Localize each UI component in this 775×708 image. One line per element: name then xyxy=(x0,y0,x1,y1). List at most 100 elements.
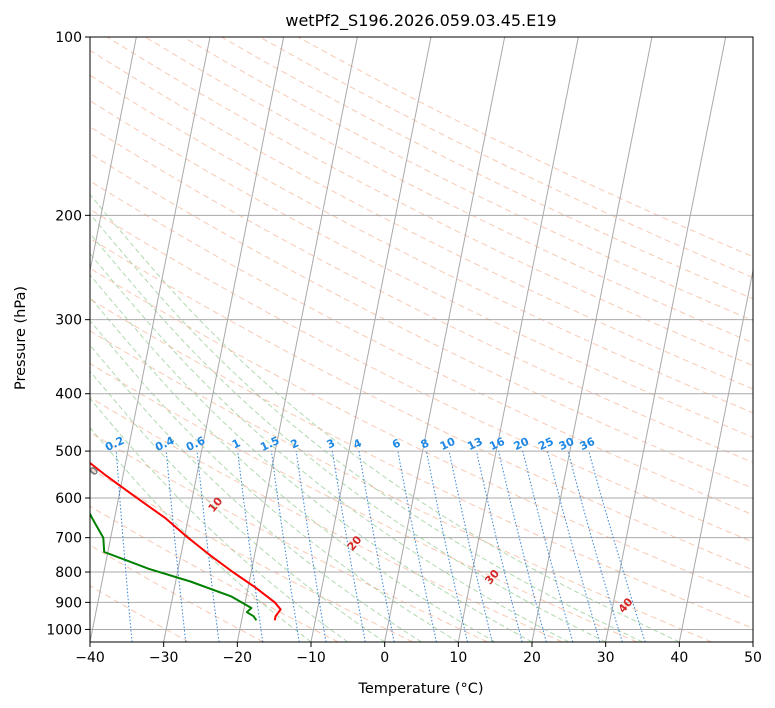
mixing-ratio-label: 6 xyxy=(390,436,403,451)
y-tick-label: 100 xyxy=(55,30,82,46)
temperature-profile-line xyxy=(90,461,282,621)
dry-adiabat-line xyxy=(90,180,753,516)
moist-adiabat-line xyxy=(90,252,570,642)
isobars xyxy=(90,37,753,630)
mixing-ratio-lines xyxy=(115,450,646,642)
isotherm-label: 10 xyxy=(206,494,226,514)
dry-adiabat-line xyxy=(90,298,753,629)
y-tick-label: 900 xyxy=(55,595,82,611)
mixing-ratio-line xyxy=(476,450,523,642)
mixing-ratio-label: 10 xyxy=(438,435,458,453)
x-tick-label: 30 xyxy=(597,650,615,666)
isotherm-line xyxy=(457,37,579,642)
dry-adiabats xyxy=(90,37,753,642)
mixing-ratio-label: 13 xyxy=(465,435,484,453)
x-tick-label: −20 xyxy=(223,650,253,666)
moist-adiabat-line xyxy=(90,232,606,642)
x-tick-label: −30 xyxy=(149,650,179,666)
isotherm-line xyxy=(310,37,432,642)
mixing-ratio-label: 4 xyxy=(351,436,364,451)
dry-adiabat-line xyxy=(90,152,753,489)
isotherm-line xyxy=(752,639,753,642)
y-tick-label: 200 xyxy=(55,208,82,224)
dry-adiabat-line xyxy=(90,396,563,642)
y-tick-label: 300 xyxy=(55,313,82,329)
mixing-ratio-label: 30 xyxy=(557,435,577,453)
mixing-ratio-label: 20 xyxy=(512,435,532,453)
isotherm-label: 0 xyxy=(87,464,102,478)
x-axis-ticks: −40 −30 −20 −10 0 10 20 30 40 50 xyxy=(75,642,762,666)
mixing-ratio-line xyxy=(425,451,468,642)
isotherm-line xyxy=(531,37,653,642)
mixing-ratio-line xyxy=(115,451,133,642)
x-tick-label: −40 xyxy=(75,650,105,666)
isotherm-line xyxy=(163,37,285,642)
isotherm-line xyxy=(90,37,137,274)
mixing-ratio-line xyxy=(567,450,623,642)
plot-area: -100-90-80-70-60-50-40-30-20-10010203040… xyxy=(0,37,753,642)
dry-adiabat-line xyxy=(90,49,753,390)
isotherm-label: 30 xyxy=(482,567,502,587)
x-tick-label: 10 xyxy=(449,650,467,666)
mixing-ratio-line xyxy=(498,450,547,642)
mixing-ratio-label: 16 xyxy=(487,435,507,453)
moist-adiabat-line xyxy=(90,397,349,642)
mixing-ratio-line xyxy=(448,450,493,642)
mixing-ratio-line xyxy=(165,451,187,642)
dewpoint-profile-line xyxy=(90,511,258,621)
dry-adiabat-line xyxy=(90,431,488,642)
dry-adiabat-line xyxy=(90,74,753,414)
x-axis-label: Temperature (°C) xyxy=(357,681,483,697)
moist-adiabat-line xyxy=(90,319,459,642)
dry-adiabat-line xyxy=(90,267,753,600)
moist-adiabat-line xyxy=(90,344,422,642)
x-tick-label: 50 xyxy=(744,650,762,666)
moist-adiabat-line xyxy=(90,213,643,642)
dry-adiabat-line xyxy=(90,505,339,642)
x-tick-label: −10 xyxy=(296,650,326,666)
plot-frame xyxy=(89,36,754,643)
y-tick-label: 800 xyxy=(55,565,82,581)
dry-adiabat-line xyxy=(144,37,753,344)
y-axis-label: Pressure (hPa) xyxy=(13,286,29,390)
isotherm-line xyxy=(0,37,63,642)
mixing-ratio-label: 25 xyxy=(536,435,555,453)
y-tick-label: 700 xyxy=(55,531,82,547)
dry-adiabat-line xyxy=(90,362,638,642)
moist-adiabat-line xyxy=(90,370,385,642)
isotherm-line xyxy=(90,37,211,642)
dry-adiabat-line xyxy=(90,585,190,642)
x-tick-label: 20 xyxy=(523,650,541,666)
mixing-ratio-line xyxy=(295,451,327,642)
moist-adiabat-line xyxy=(90,296,496,642)
profile-series xyxy=(90,461,282,621)
mixing-ratio-label: 3 xyxy=(325,436,337,451)
mixing-ratio-line xyxy=(588,450,646,642)
mixing-ratio-line xyxy=(397,451,437,642)
moist-adiabat-line xyxy=(90,193,680,642)
mixing-ratio-line xyxy=(547,450,601,642)
y-tick-label: 600 xyxy=(55,491,82,507)
y-tick-label: 1000 xyxy=(46,622,82,638)
isotherm-line xyxy=(236,37,358,642)
x-tick-label: 0 xyxy=(380,650,389,666)
isotherm-line xyxy=(384,37,506,642)
isotherm-line xyxy=(605,37,727,642)
isotherm-line xyxy=(678,268,753,642)
x-tick-label: 40 xyxy=(670,650,688,666)
y-tick-label: 500 xyxy=(55,444,82,460)
y-tick-label: 400 xyxy=(55,387,82,403)
chart-title: wetPf2_S196.2026.059.03.45.E19 xyxy=(285,11,556,31)
dry-adiabat-line xyxy=(90,330,712,642)
moist-adiabat-line xyxy=(90,426,312,642)
y-axis-ticks: 1000 900 800 700 600 500 400 300 200 100 xyxy=(46,30,90,638)
mixing-ratio-line xyxy=(270,451,300,642)
dry-adiabat-line xyxy=(183,37,753,322)
isotherms xyxy=(0,37,753,642)
mixing-ratio-label: 36 xyxy=(578,435,598,453)
mixing-ratio-line xyxy=(358,451,395,642)
dry-adiabat-line xyxy=(90,126,753,464)
mixing-ratio-line xyxy=(522,450,574,642)
